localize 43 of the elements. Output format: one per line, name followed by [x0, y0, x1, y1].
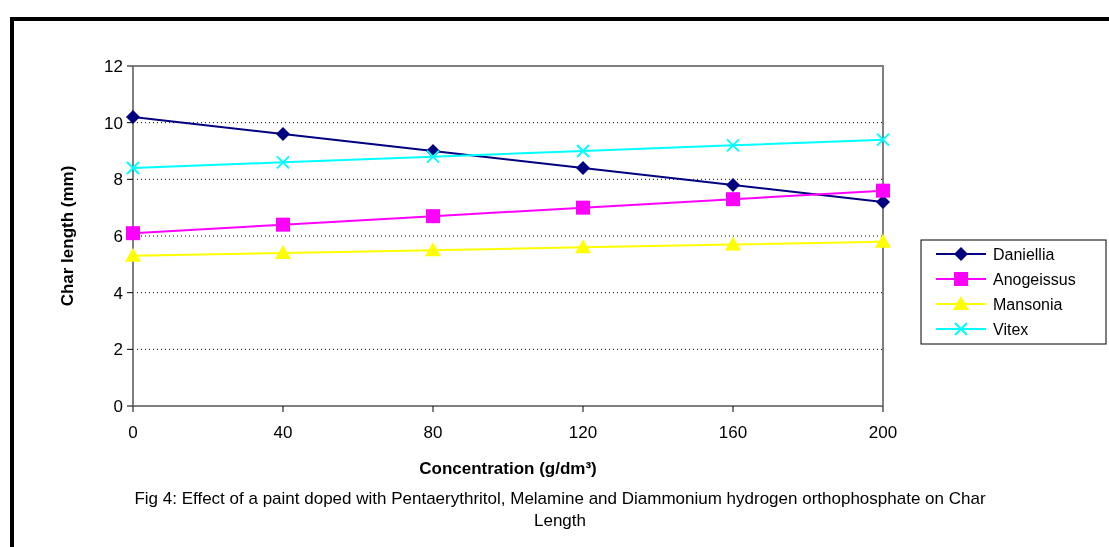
- point: [275, 245, 291, 259]
- point: [876, 195, 890, 209]
- point: [726, 192, 740, 207]
- x-axis-title: Concentration (g/dm³): [419, 459, 597, 478]
- x-tick-label: 200: [868, 423, 898, 442]
- point: [425, 242, 441, 257]
- point: [276, 127, 290, 141]
- point: [426, 209, 440, 224]
- y-tick-label: 10: [104, 113, 123, 133]
- point: [726, 138, 740, 153]
- point: [576, 144, 590, 158]
- point: [426, 149, 440, 164]
- point: [126, 110, 140, 124]
- x-tick-label: 80: [423, 423, 443, 442]
- y-axis-title: Char length (mm): [58, 165, 77, 307]
- point: [875, 233, 891, 248]
- legend-label: Daniellia: [993, 245, 1055, 263]
- legend-label: Anogeissus: [993, 270, 1076, 288]
- y-tick-label: 4: [113, 283, 123, 303]
- x-tick-label: 40: [273, 423, 293, 442]
- legend-label: Vitex: [993, 320, 1029, 338]
- x-tick-label: 160: [718, 423, 748, 442]
- y-tick-label: 6: [113, 226, 123, 246]
- point: [126, 226, 140, 241]
- point: [276, 217, 290, 232]
- y-tick-label: 0: [113, 396, 123, 416]
- point: [726, 178, 740, 192]
- x-tick-label: 0: [128, 423, 138, 442]
- y-tick-label: 2: [113, 340, 123, 360]
- y-tick-label: 8: [113, 170, 123, 190]
- point: [876, 183, 890, 198]
- point: [876, 132, 890, 147]
- point: [125, 247, 141, 262]
- point: [575, 239, 591, 254]
- point: [276, 155, 290, 170]
- x-tick-label: 120: [568, 423, 598, 442]
- legend-label: Mansonia: [993, 295, 1063, 313]
- point: [725, 236, 741, 251]
- caption: Fig 4: Effect of a paint doped with Pentaerythritol, Melamine and Diammonium hydrogen orthophosphate on Char Length: [133, 488, 987, 532]
- point: [576, 161, 590, 175]
- y-tick-label: 12: [104, 56, 123, 76]
- point: [126, 161, 140, 175]
- point: [576, 200, 590, 215]
